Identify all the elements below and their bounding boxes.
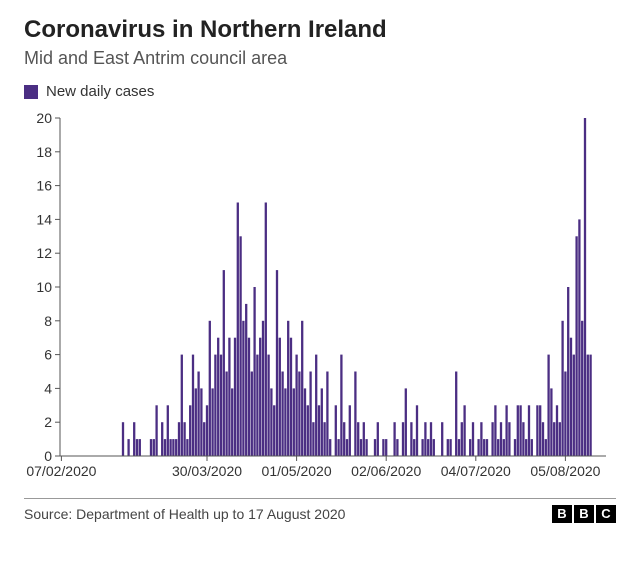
svg-text:10: 10 (36, 279, 52, 295)
svg-text:02/06/2020: 02/06/2020 (351, 463, 421, 479)
chart-area: 0 2 4 6 8 10 12 14 16 18 20 07/02/2020 30/03/2020 01/… (24, 110, 616, 490)
legend-label: New daily cases (46, 83, 154, 100)
svg-text:01/05/2020: 01/05/2020 (262, 463, 332, 479)
legend: New daily cases (24, 83, 616, 100)
footer: Source: Department of Health up to 17 Au… (24, 505, 616, 523)
svg-text:6: 6 (44, 347, 52, 363)
bar-chart-svg: 0 2 4 6 8 10 12 14 16 18 20 07/02/2020 30/03/2020 01/… (24, 110, 616, 490)
source-text: Source: Department of Health up to 17 Au… (24, 506, 345, 522)
svg-text:14: 14 (36, 211, 52, 227)
svg-text:04/07/2020: 04/07/2020 (441, 463, 511, 479)
legend-swatch (24, 85, 38, 99)
svg-text:07/02/2020: 07/02/2020 (26, 463, 96, 479)
svg-text:05/08/2020: 05/08/2020 (530, 463, 600, 479)
svg-text:0: 0 (44, 448, 52, 464)
svg-text:30/03/2020: 30/03/2020 (172, 463, 242, 479)
svg-text:20: 20 (36, 110, 52, 126)
bbc-box: B (574, 505, 594, 523)
bbc-box: B (552, 505, 572, 523)
footer-rule (24, 498, 616, 499)
bbc-logo: BBC (552, 505, 616, 523)
svg-text:8: 8 (44, 313, 52, 329)
svg-text:18: 18 (36, 144, 52, 160)
svg-text:16: 16 (36, 178, 52, 194)
bbc-box: C (596, 505, 616, 523)
svg-text:12: 12 (36, 245, 52, 261)
chart-subtitle: Mid and East Antrim council area (24, 48, 616, 69)
chart-title: Coronavirus in Northern Ireland (24, 16, 616, 44)
svg-text:4: 4 (44, 380, 52, 396)
svg-text:2: 2 (44, 414, 52, 430)
chart-frame: Coronavirus in Northern Ireland Mid and … (0, 0, 640, 565)
